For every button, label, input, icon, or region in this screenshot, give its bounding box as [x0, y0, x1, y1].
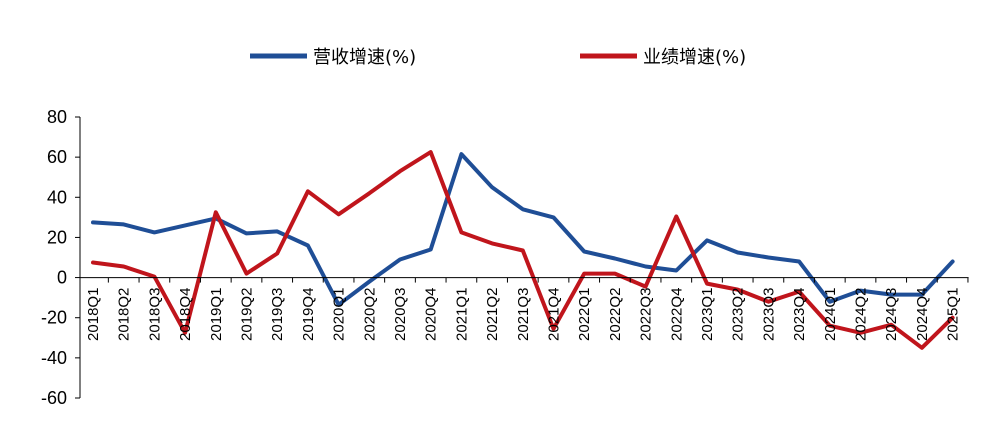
legend: 营收增速(%) 业绩增速(%): [250, 47, 746, 68]
x-tick-label: 2021Q3: [515, 288, 532, 341]
x-tick-label: 2021Q1: [453, 288, 470, 341]
x-tick-label: 2022Q3: [638, 288, 655, 341]
x-tick-label: 2023Q2: [730, 288, 747, 341]
x-tick-label: 2024Q2: [853, 288, 870, 341]
x-tick-label: 2024Q4: [914, 288, 931, 341]
legend-label-profit-growth: 业绩增速(%): [643, 47, 746, 68]
legend-label-revenue-growth: 营收增速(%): [313, 47, 416, 68]
x-tick-label: 2018Q1: [85, 288, 102, 341]
x-tick-label: 2020Q1: [331, 288, 348, 341]
x-tick-label: 2019Q1: [208, 288, 225, 341]
y-tick-label: -40: [41, 348, 67, 368]
x-tick-label: 2021Q2: [484, 288, 501, 341]
y-axis: 80 60 40 20 0 -20 -40 -60: [41, 107, 81, 408]
y-tick-label: 0: [57, 268, 67, 288]
y-tick-label: 40: [47, 187, 67, 207]
x-tick-label: 2018Q4: [177, 288, 194, 341]
x-tick-label: 2021Q4: [546, 288, 563, 341]
x-tick-label: 2025Q1: [945, 288, 962, 341]
x-tick-label: 2018Q2: [116, 288, 133, 341]
x-tick-label: 2023Q3: [760, 288, 777, 341]
x-tick-label: 2019Q3: [269, 288, 286, 341]
x-axis: 2018Q1 2018Q2 2018Q3 2018Q4 2019Q1 2019Q2 2019…: [80, 277, 969, 341]
y-tick-label: 20: [47, 227, 67, 247]
x-tick-label: 2023Q4: [791, 288, 808, 341]
y-tick-label: -60: [41, 388, 67, 408]
y-tick-label: -20: [41, 308, 67, 328]
x-tick-label: 2018Q3: [146, 288, 163, 341]
series-layer: [91, 150, 955, 350]
x-tick-label: 2024Q1: [822, 288, 839, 341]
x-tick-label: 2020Q3: [392, 288, 409, 341]
x-tick-label: 2019Q4: [300, 288, 317, 341]
x-tick-label: 2019Q2: [239, 288, 256, 341]
x-tick-label: 2020Q2: [361, 288, 378, 341]
x-tick-label: 2022Q1: [576, 288, 593, 341]
x-tick-label: 2022Q4: [668, 288, 685, 341]
y-tick-label: 80: [47, 107, 67, 127]
x-tick-label: 2023Q1: [699, 288, 716, 341]
x-tick-label: 2022Q2: [607, 288, 624, 341]
series-line-revenue-growth: [91, 152, 955, 307]
x-tick-label: 2020Q4: [423, 288, 440, 341]
y-tick-label: 60: [47, 147, 67, 167]
x-tick-label: 2024Q3: [883, 288, 900, 341]
